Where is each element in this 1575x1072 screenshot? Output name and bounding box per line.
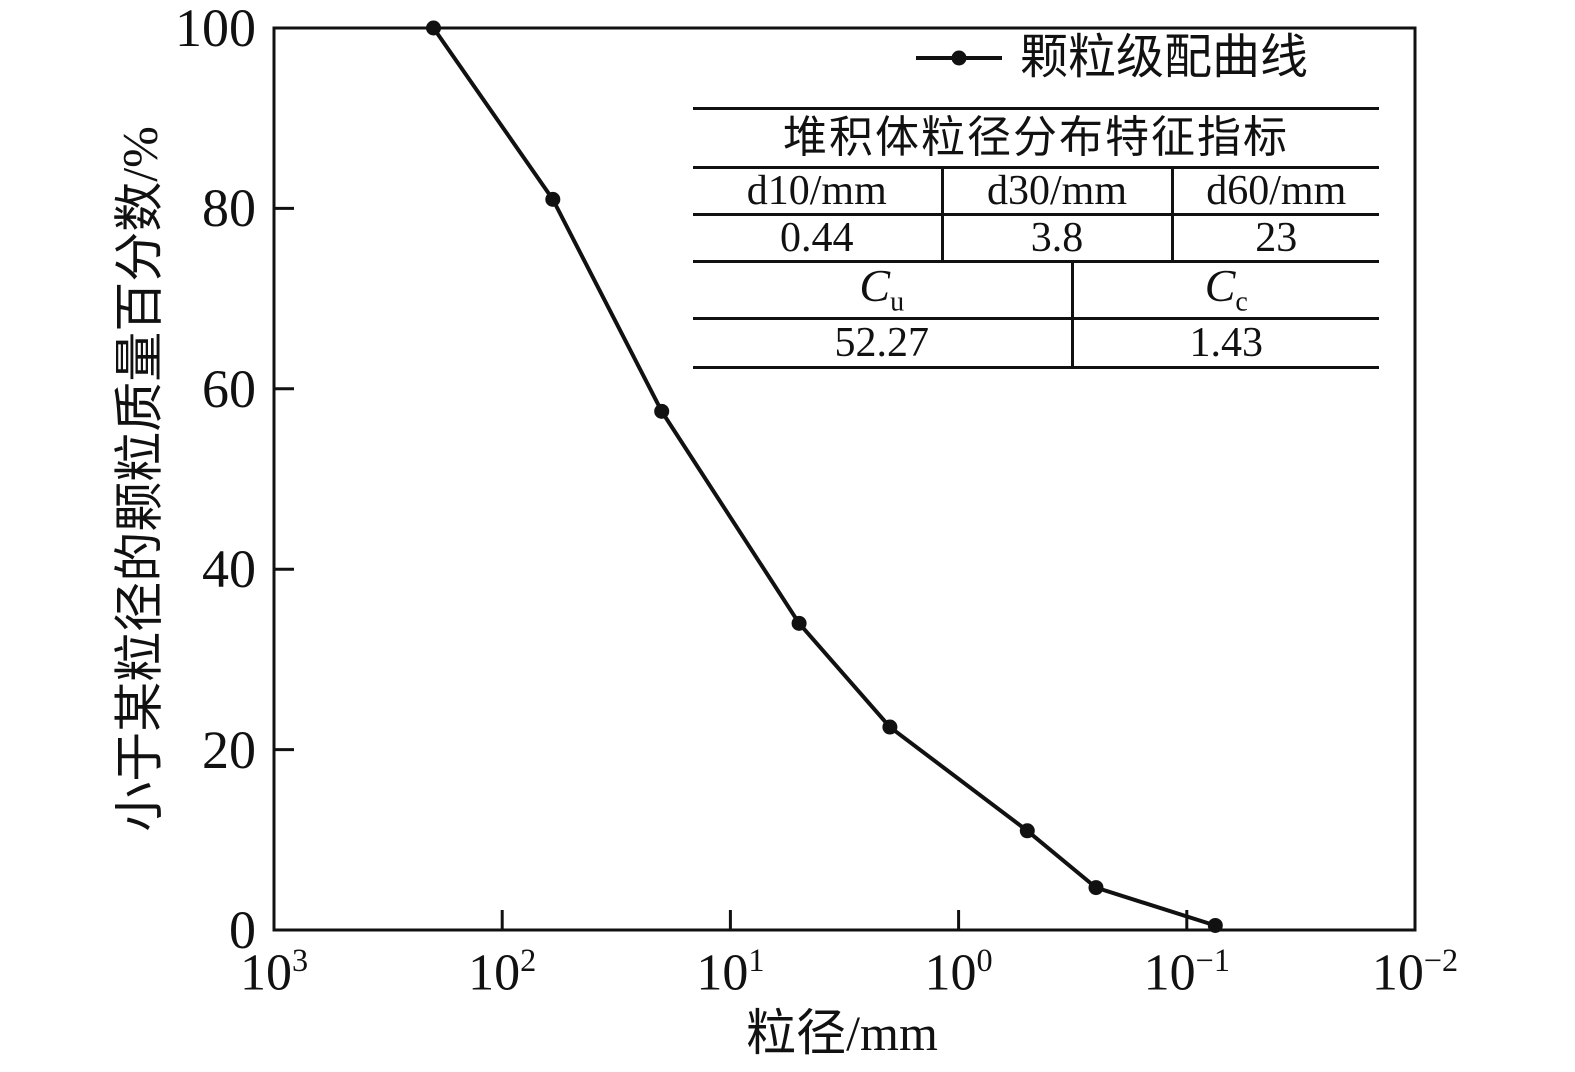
- distribution-table-grid: 堆积体粒径分布特征指标 d10/mm d30/mm d60/mm 0.44 3.…: [693, 107, 1380, 369]
- table-header-cc: Cc: [1070, 260, 1380, 319]
- x-tick-label: 10−2: [1371, 942, 1459, 1002]
- x-tick-label: 101: [696, 942, 765, 1002]
- data-point: [791, 615, 807, 631]
- data-point: [654, 403, 670, 419]
- data-point: [426, 20, 442, 36]
- cu-subscript: u: [890, 286, 905, 318]
- x-tick-label: 10−1: [1143, 942, 1230, 1002]
- data-point: [1207, 917, 1223, 933]
- y-tick-label: 100: [175, 0, 256, 58]
- x-tick-label: 103: [239, 942, 309, 1002]
- legend-label: 颗粒级配曲线: [1020, 31, 1309, 84]
- table-header-d30: d30/mm: [940, 166, 1172, 215]
- data-point: [545, 191, 561, 207]
- plot-frame: [272, 26, 1417, 932]
- gradation-curve: [431, 26, 1218, 928]
- cc-subscript: c: [1235, 286, 1248, 318]
- line-dot-marker-icon: [916, 50, 1002, 66]
- table-value-cu: 52.27: [693, 317, 1072, 369]
- table-value-d30: 3.8: [940, 213, 1172, 262]
- data-point: [882, 719, 898, 735]
- table-header-d10: d10/mm: [693, 166, 942, 215]
- y-tick-label: 0: [229, 900, 256, 960]
- table-header-cu: Cu: [693, 260, 1072, 319]
- table-value-d10: 0.44: [693, 213, 942, 262]
- y-tick-label: 80: [202, 178, 256, 239]
- y-tick-label: 60: [202, 358, 256, 419]
- table-value-d60: 23: [1170, 213, 1380, 262]
- x-axis-title: 粒径/mm: [746, 1005, 938, 1061]
- y-tick-label: 40: [202, 539, 256, 600]
- cc-symbol: C: [1204, 260, 1236, 312]
- table-value-cc: 1.43: [1070, 317, 1380, 369]
- y-tick-label: 20: [202, 719, 256, 780]
- legend: 颗粒级配曲线: [916, 30, 1308, 86]
- marker-dot-icon: [951, 50, 967, 66]
- table-header-d60: d60/mm: [1170, 166, 1380, 215]
- distribution-table: 堆积体粒径分布特征指标 d10/mm d30/mm d60/mm 0.44 3.…: [693, 107, 1380, 369]
- x-tick-label: 100: [924, 942, 993, 1002]
- table-title: 堆积体粒径分布特征指标: [693, 107, 1380, 168]
- data-point: [1019, 823, 1035, 839]
- data-point: [1088, 880, 1104, 896]
- x-tick-label: 102: [468, 942, 537, 1002]
- cu-symbol: C: [859, 260, 891, 312]
